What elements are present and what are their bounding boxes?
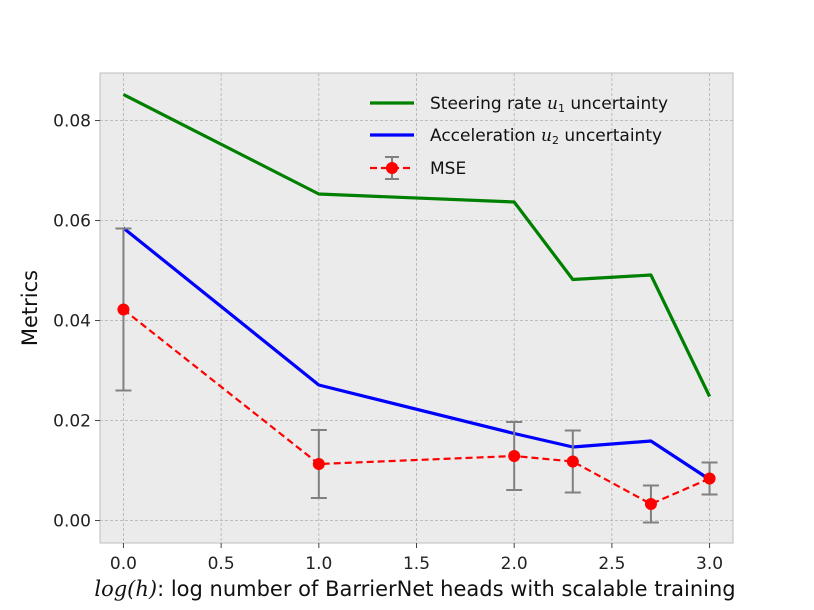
legend: Steering rate u1 uncertainty Acceleratio… <box>370 94 668 180</box>
data-point-mse <box>312 458 325 470</box>
y-tick-label: 0.04 <box>53 312 91 332</box>
legend-label-steering: Steering rate <box>430 94 547 114</box>
data-point-mse <box>508 450 521 462</box>
svg-text:Acceleration u2 uncertainty: Acceleration u2 uncertainty <box>430 126 662 147</box>
series-line-acceleration <box>122 226 711 481</box>
x-tick-label: 3.0 <box>696 554 723 574</box>
legend-sub-steering: 1 <box>558 102 565 115</box>
x-ticks: 0.0 0.5 1.0 1.5 2.0 2.5 3.0 <box>110 543 723 574</box>
legend-math-acceleration: u <box>541 126 552 146</box>
legend-label-mse: MSE <box>430 159 466 179</box>
series-lines <box>122 93 712 506</box>
svg-text:Steering rate u1 uncertainty: Steering rate u1 uncertainty <box>430 94 668 115</box>
y-tick-label: 0.06 <box>53 212 91 232</box>
x-tick-label: 1.5 <box>403 554 430 574</box>
x-tick-label: 2.0 <box>501 554 528 574</box>
legend-math-steering: u <box>547 94 558 114</box>
y-axis-label: Metrics <box>18 270 42 346</box>
data-point-mse <box>117 303 130 316</box>
legend-suffix-acceleration: uncertainty <box>559 126 662 146</box>
y-tick-label: 0.08 <box>53 112 91 132</box>
data-point-mse <box>644 498 657 510</box>
x-axis-label: log(h): log number of BarrierNet heads w… <box>94 577 735 601</box>
x-tick-label: 2.5 <box>598 554 625 574</box>
markers <box>117 303 716 510</box>
series-line-mse <box>122 308 711 506</box>
legend-entry-acceleration: Acceleration u2 uncertainty <box>370 126 662 147</box>
legend-entry-mse: MSE <box>370 156 466 180</box>
x-axis-label-math: log(h) <box>94 577 157 601</box>
x-tick-label: 0.5 <box>208 554 235 574</box>
data-point-mse <box>703 472 716 485</box>
series-line-steering <box>122 93 712 398</box>
legend-sub-acceleration: 2 <box>552 134 559 147</box>
y-ticks: 0.00 0.02 0.04 0.06 0.08 <box>53 112 100 532</box>
x-axis-label-text: : log number of BarrierNet heads with sc… <box>157 577 736 601</box>
legend-swatch-mse-marker <box>386 162 398 174</box>
y-tick-label: 0.02 <box>53 412 91 432</box>
x-tick-label: 0.0 <box>110 554 137 574</box>
y-tick-label: 0.00 <box>53 512 91 532</box>
legend-label-acceleration: Acceleration <box>430 126 541 146</box>
legend-suffix-steering: uncertainty <box>565 94 668 114</box>
legend-entry-steering: Steering rate u1 uncertainty <box>370 94 668 115</box>
x-tick-label: 1.0 <box>305 554 332 574</box>
data-point-mse <box>566 455 579 468</box>
